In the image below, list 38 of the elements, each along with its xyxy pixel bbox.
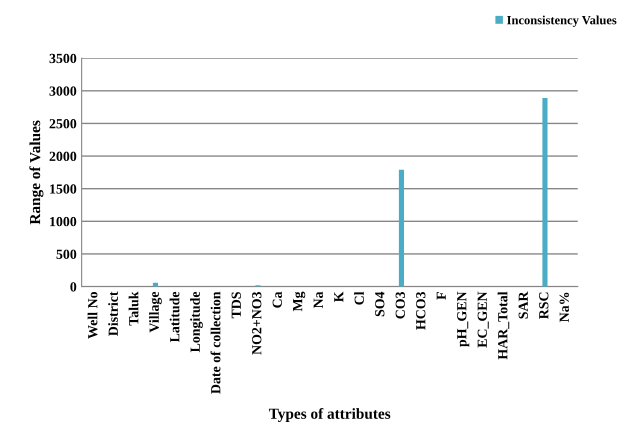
y-axis-title: Range of Values [29, 120, 44, 224]
x-tick-label: pH_GEN [457, 292, 470, 347]
x-tick-label: NO2+NO3 [252, 292, 262, 355]
x-tick-label: Ca [272, 292, 282, 308]
y-tick-label: 2000 [50, 152, 76, 162]
x-tick-label: Taluk [128, 291, 138, 326]
x-axis-title: Types of attributes [268, 408, 390, 422]
x-tick-label: K [334, 292, 344, 302]
x-tick-label: District [108, 292, 118, 336]
x-tick-label: TDS [232, 292, 241, 318]
x-tick-label: Na [314, 292, 323, 308]
x-tick-label: RSC [539, 292, 548, 320]
bar [152, 282, 158, 287]
y-tick-label: 3500 [50, 54, 76, 64]
y-tick-label: 1500 [50, 184, 76, 194]
x-tick-label: Na% [560, 292, 569, 322]
x-tick-label: SO4 [375, 292, 384, 316]
x-tick-label: Well No [88, 292, 98, 339]
x-tick-label: Village [149, 292, 162, 332]
y-tick-label: 500 [56, 250, 76, 259]
y-tick-label: 2500 [50, 119, 76, 128]
x-tick-label: F [436, 292, 446, 300]
x-tick-label: Cl [354, 292, 364, 305]
legend-label: Inconsistency Values [507, 16, 616, 27]
x-tick-label: CO3 [396, 292, 405, 319]
y-tick-label: 1000 [50, 216, 76, 226]
bar [542, 98, 548, 287]
y-tick-label: 3000 [50, 86, 76, 96]
bar [398, 170, 404, 287]
y-tick-label: 0 [70, 282, 76, 292]
x-tick-label: Date of collection [210, 292, 220, 394]
x-tick-label: HAR_Total [498, 292, 510, 360]
x-tick-label: SAR [518, 291, 528, 319]
x-tick-label: HCO3 [416, 292, 426, 330]
x-tick-label: Longitude [190, 292, 203, 352]
x-tick-label: Latitude [170, 292, 180, 342]
x-tick-label: EC_GEN [478, 292, 489, 348]
x-tick-label: Mg [293, 292, 306, 312]
